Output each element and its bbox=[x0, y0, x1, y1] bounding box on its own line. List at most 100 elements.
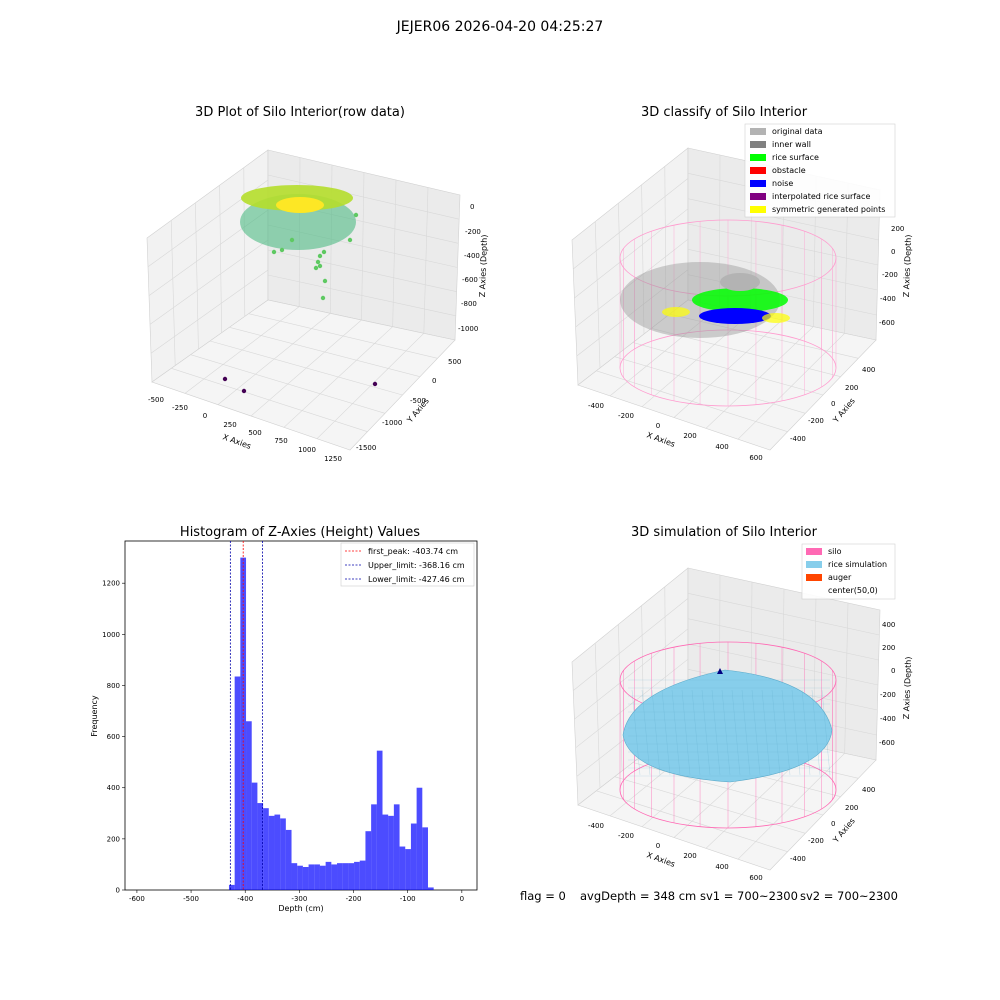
sim-z-tick: 0 bbox=[891, 667, 895, 675]
mesh-line bbox=[791, 689, 801, 776]
raw-z-tick: 0 bbox=[470, 203, 474, 211]
raw-x-tick: 250 bbox=[223, 421, 236, 429]
status-avg-depth: avgDepth = 348 cm bbox=[580, 889, 696, 903]
grid-line bbox=[664, 166, 667, 318]
mesh-line bbox=[821, 689, 831, 776]
raw-point bbox=[241, 388, 247, 394]
grid-line bbox=[737, 753, 845, 860]
raw-x-tick: 500 bbox=[248, 429, 261, 437]
legend-swatch-inner-wall bbox=[750, 141, 766, 148]
classify-legend: original data inner wall rice surface ob… bbox=[744, 123, 896, 218]
hist-bar bbox=[376, 750, 383, 890]
hist-x-tick-label: -400 bbox=[237, 895, 253, 903]
mesh-line bbox=[661, 689, 671, 776]
classify-x-label: X Axies bbox=[645, 430, 676, 449]
panel-classify-title: 3D classify of Silo Interior bbox=[641, 105, 808, 120]
raw-z-tick: -200 bbox=[465, 228, 481, 236]
hist-bar bbox=[337, 863, 343, 890]
panel-simulation-title: 3D simulation of Silo Interior bbox=[631, 525, 818, 540]
sim-center-marker bbox=[717, 668, 723, 674]
sim-z-tick: -600 bbox=[879, 739, 895, 747]
sim-y-tick: 200 bbox=[845, 804, 858, 812]
classify-x-tick: 200 bbox=[683, 432, 696, 440]
hist-bar bbox=[422, 827, 428, 890]
raw-z-tick: -400 bbox=[464, 252, 480, 260]
classify-z-label: Z Axies (Depth) bbox=[902, 234, 913, 297]
classify-x-tick: 600 bbox=[749, 454, 762, 462]
sim-z-ticks: 400 200 0 -200 -400 -600 bbox=[879, 621, 896, 747]
raw-x-tick: -500 bbox=[148, 396, 164, 404]
raw-x-tick: -250 bbox=[172, 404, 188, 412]
mesh-line bbox=[641, 689, 651, 776]
sim-x-label: X Axies bbox=[645, 850, 676, 869]
grid-line bbox=[575, 238, 689, 328]
hist-bar bbox=[342, 863, 349, 890]
grid-line bbox=[573, 178, 689, 270]
raw-x-tick: 0 bbox=[203, 412, 207, 420]
panel-histogram: Histogram of Z-Axies (Height) Values -60… bbox=[90, 525, 478, 913]
hist-bar bbox=[302, 866, 309, 890]
sim-x-tick: 600 bbox=[749, 874, 762, 882]
grid-line bbox=[219, 185, 222, 333]
classify-y-tick: 200 bbox=[845, 384, 858, 392]
classify-y-tick: 400 bbox=[862, 366, 875, 374]
hist-bar bbox=[365, 831, 372, 890]
hist-bar bbox=[291, 863, 298, 890]
raw-point bbox=[322, 278, 328, 284]
sim-z-label: Z Axies (Depth) bbox=[902, 656, 913, 719]
legend-swatch-interpolated bbox=[750, 193, 766, 200]
classify-z-tick: -600 bbox=[879, 319, 895, 327]
sim-z-tick: 400 bbox=[882, 621, 895, 629]
classify-symmetric-points bbox=[762, 313, 790, 323]
raw-y-tick: -1000 bbox=[382, 419, 402, 427]
status-sv1: sv1 = 700~2300 bbox=[700, 889, 798, 903]
mesh-line bbox=[781, 689, 791, 776]
sim-z-tick: -400 bbox=[880, 715, 896, 723]
hist-bar bbox=[297, 865, 303, 890]
hist-bar bbox=[371, 804, 377, 890]
hist-bar bbox=[274, 814, 281, 890]
classify-z-tick: 0 bbox=[891, 248, 895, 256]
raw-point-cloud bbox=[222, 185, 378, 394]
hist-bar bbox=[331, 864, 338, 890]
hist-bar bbox=[257, 803, 264, 890]
classify-z-tick: -400 bbox=[880, 295, 896, 303]
grid-line bbox=[594, 643, 601, 789]
panel-classify: 3D classify of Silo Interior original da… bbox=[571, 105, 913, 462]
grid-line bbox=[243, 167, 246, 317]
panel-raw-title: 3D Plot of Silo Interior(row data) bbox=[195, 105, 405, 120]
sim-y-ticks: 400 200 0 -200 -400 bbox=[790, 786, 875, 863]
hist-bar bbox=[399, 846, 406, 890]
sim-y-tick: 400 bbox=[862, 786, 875, 794]
sim-z-tick: -200 bbox=[880, 691, 896, 699]
legend-swatch-obstacle bbox=[750, 167, 766, 174]
classify-x-ticks: -400 -200 0 200 400 600 bbox=[588, 402, 763, 462]
raw-point bbox=[317, 263, 323, 269]
hist-bar bbox=[405, 849, 411, 890]
sim-x-tick: 200 bbox=[683, 852, 696, 860]
sim-x-tick: -400 bbox=[588, 822, 604, 830]
grid-line bbox=[576, 269, 689, 357]
mesh-line bbox=[811, 689, 821, 776]
hist-title: Histogram of Z-Axies (Height) Values bbox=[180, 525, 420, 540]
raw-point bbox=[347, 237, 353, 243]
legend-swatch-original-data bbox=[750, 128, 766, 135]
grid-line bbox=[149, 239, 269, 325]
legend-swatch-symmetric bbox=[750, 206, 766, 213]
panel-simulation: 3D simulation of Silo Interior silo rice… bbox=[571, 525, 913, 882]
raw-y-tick: 500 bbox=[448, 358, 461, 366]
status-sv2: sv2 = 700~2300 bbox=[800, 889, 898, 903]
legend-swatch-auger bbox=[806, 574, 822, 581]
classify-x-tick: -400 bbox=[588, 402, 604, 410]
raw-z-ticks: 0 -200 -400 -600 -800 -1000 bbox=[458, 203, 481, 333]
legend-swatch-rice-surface bbox=[750, 154, 766, 161]
classify-y-ticks: 400 200 0 -200 -400 bbox=[790, 366, 875, 443]
raw-x-tick: 1000 bbox=[298, 446, 316, 454]
raw-point bbox=[353, 212, 359, 218]
mesh-line bbox=[761, 689, 771, 776]
hist-bar bbox=[354, 861, 360, 890]
raw-point bbox=[313, 265, 319, 271]
classify-point-groups bbox=[620, 262, 790, 338]
raw-cloud-highlight bbox=[276, 197, 324, 213]
classify-z-ticks: 200 0 -200 -400 -600 bbox=[879, 225, 904, 327]
